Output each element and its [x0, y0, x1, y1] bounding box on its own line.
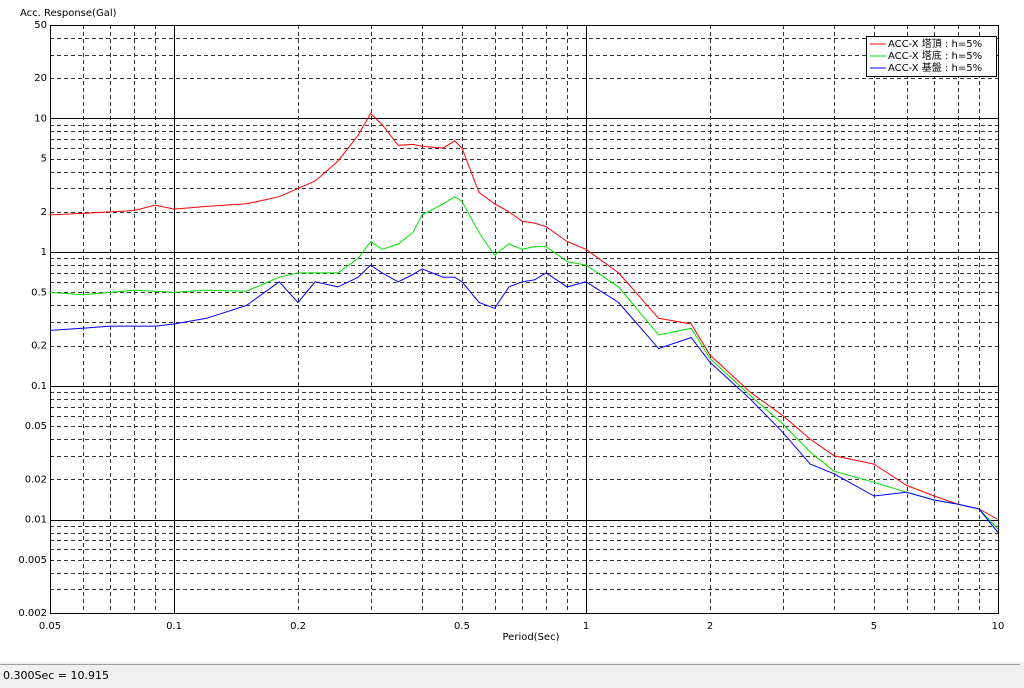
legend-label: ACC-X 塔底 : h=5% [888, 49, 982, 62]
y-tick-label: 50 [34, 20, 47, 31]
plot-frame [50, 25, 999, 614]
series-line [49, 264, 999, 533]
y-tick-label: 0.2 [31, 341, 47, 352]
y-tick-label: 10 [34, 113, 47, 124]
x-tick-label: 10 [992, 621, 1005, 632]
y-tick-label: 0.5 [31, 287, 47, 298]
series-line [49, 196, 999, 530]
x-axis-title: Period(Sec) [503, 632, 560, 643]
y-tick-label: 1 [41, 247, 47, 258]
y-tick-label: 0.002 [18, 608, 47, 619]
legend-label: ACC-X 基盤 : h=5% [888, 61, 982, 74]
legend-box [866, 36, 997, 77]
x-tick-label: 0.05 [39, 621, 61, 632]
y-tick-label: 0.01 [25, 515, 47, 526]
x-tick-label: 0.1 [166, 621, 182, 632]
series-line [49, 112, 999, 520]
legend-label: ACC-X 塔頂 : h=5% [888, 37, 982, 50]
y-tick-label: 0.005 [18, 555, 47, 566]
status-bar: 0.300Sec = 10.915 [0, 664, 1020, 684]
y-tick-label: 5 [41, 154, 47, 165]
y-tick-label: 0.02 [25, 474, 47, 485]
y-tick-label: 2 [41, 207, 47, 218]
x-tick-label: 0.2 [290, 621, 306, 632]
x-tick-label: 2 [707, 621, 713, 632]
x-tick-label: 5 [871, 621, 877, 632]
x-tick-label: 1 [583, 621, 589, 632]
chart: Acc. Response(Gal) Period(Sec) 0.002 0.00… [0, 0, 1024, 662]
y-tick-label: 0.1 [31, 381, 47, 392]
y-tick-label: 0.05 [25, 421, 47, 432]
x-tick-label: 0.5 [454, 621, 470, 632]
y-axis-title: Acc. Response(Gal) [20, 8, 117, 19]
y-tick-label: 20 [34, 73, 47, 84]
